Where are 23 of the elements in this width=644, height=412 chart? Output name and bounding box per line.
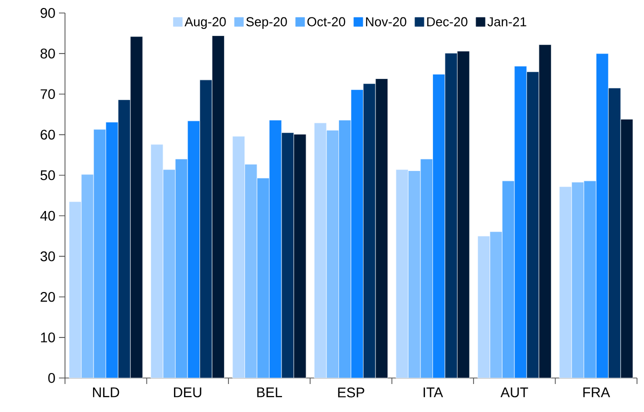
x-tick-label: ITA [424, 388, 444, 398]
y-tick-label: 60 [40, 130, 55, 140]
x-tick-label: AUT [500, 388, 528, 398]
y-tick-label: 50 [40, 170, 55, 180]
y-tick-label: 30 [40, 251, 55, 262]
y-tick-label: 0 [48, 373, 55, 383]
legend-label: Sep-20 [246, 17, 287, 29]
y-tick-label: 80 [40, 48, 55, 58]
x-tick-label: ESP [338, 388, 364, 398]
x-tick-label: DEU [174, 388, 202, 398]
legend-label: Oct-20 [307, 17, 346, 26]
legend-label: Aug-20 [184, 17, 226, 29]
legend-label: Nov-20 [366, 17, 406, 26]
legend-label: Jan-21 [487, 17, 526, 26]
y-tick-label: 20 [40, 292, 55, 302]
y-tick-label: 10 [41, 332, 55, 342]
x-tick-label: BEL [257, 388, 282, 398]
legend-label: Dec-20 [427, 17, 468, 26]
x-tick-label: NLD [93, 388, 120, 398]
y-tick-label: 40 [40, 210, 55, 221]
y-tick-label: 90 [40, 8, 55, 18]
y-tick-label: 70 [40, 89, 55, 100]
x-tick-label: FRA [583, 388, 610, 398]
